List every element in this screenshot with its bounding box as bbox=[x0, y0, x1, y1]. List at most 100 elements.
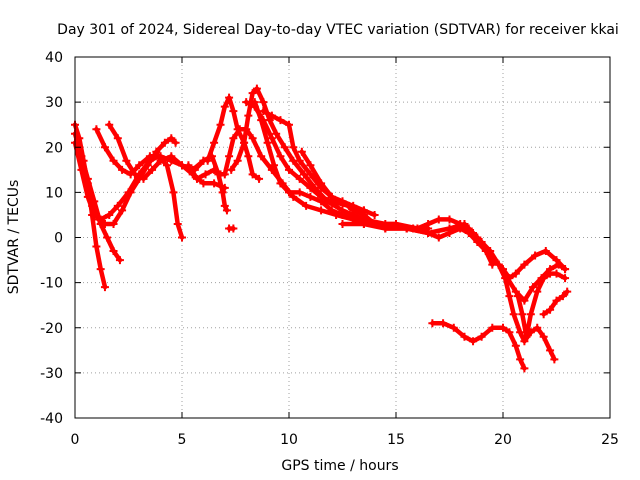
plus-marker bbox=[520, 364, 529, 373]
series-line bbox=[261, 108, 367, 213]
plus-marker bbox=[94, 215, 103, 224]
plus-marker bbox=[505, 292, 514, 301]
plus-marker bbox=[280, 143, 289, 152]
plus-marker bbox=[469, 337, 478, 346]
plus-marker bbox=[460, 332, 469, 341]
series-arc-19 bbox=[428, 319, 529, 373]
plus-marker bbox=[276, 116, 285, 125]
series-arc-14 bbox=[250, 98, 368, 228]
series-arc-9 bbox=[203, 93, 264, 183]
plus-marker bbox=[118, 165, 127, 174]
plus-marker bbox=[516, 355, 525, 364]
series-arc-10 bbox=[227, 84, 433, 233]
plus-marker bbox=[469, 228, 478, 237]
plus-marker bbox=[460, 219, 469, 228]
plus-marker bbox=[554, 260, 563, 269]
plus-marker bbox=[248, 134, 257, 143]
plus-marker bbox=[349, 206, 358, 215]
plus-marker bbox=[122, 156, 131, 165]
plus-marker bbox=[242, 98, 251, 107]
plus-marker bbox=[520, 337, 529, 346]
series-arc-13 bbox=[297, 147, 379, 228]
plus-marker bbox=[511, 269, 520, 278]
plus-marker bbox=[143, 161, 152, 170]
plus-marker bbox=[552, 296, 561, 305]
plus-marker bbox=[561, 265, 570, 274]
plus-marker bbox=[92, 242, 101, 251]
plus-marker bbox=[402, 224, 411, 233]
plus-marker bbox=[531, 251, 540, 260]
plus-marker bbox=[505, 328, 514, 337]
plus-marker bbox=[285, 188, 293, 197]
y-tick-label: 30 bbox=[45, 95, 63, 111]
series-arc-20 bbox=[494, 260, 559, 364]
x-tick-label: 10 bbox=[280, 432, 298, 448]
plus-marker bbox=[550, 355, 559, 364]
plus-marker bbox=[214, 170, 223, 179]
plus-marker bbox=[295, 188, 304, 197]
plus-marker bbox=[516, 328, 525, 337]
plus-marker bbox=[359, 210, 368, 219]
plus-marker bbox=[306, 183, 315, 192]
plus-marker bbox=[160, 138, 169, 147]
data-series-group bbox=[71, 84, 572, 373]
plus-marker bbox=[327, 206, 336, 215]
y-tick-label: 40 bbox=[45, 50, 63, 66]
plus-marker bbox=[229, 107, 238, 116]
plus-marker bbox=[539, 310, 548, 319]
plus-marker bbox=[317, 179, 326, 188]
plus-marker bbox=[222, 206, 231, 215]
plus-marker bbox=[145, 152, 154, 161]
plus-marker bbox=[81, 174, 90, 183]
plus-marker bbox=[109, 247, 118, 256]
plus-marker bbox=[229, 224, 238, 233]
series-arc-17 bbox=[370, 215, 570, 283]
plus-marker bbox=[115, 256, 124, 265]
plus-marker bbox=[267, 134, 276, 143]
plus-marker bbox=[494, 260, 503, 269]
plus-marker bbox=[276, 179, 285, 188]
plus-marker bbox=[272, 129, 281, 138]
plus-marker bbox=[317, 206, 326, 215]
plus-marker bbox=[210, 138, 219, 147]
plus-marker bbox=[252, 84, 261, 93]
plus-marker bbox=[259, 98, 268, 107]
plus-marker bbox=[135, 161, 144, 170]
plus-marker bbox=[488, 323, 497, 332]
plus-marker bbox=[552, 269, 561, 278]
series-arc-21 bbox=[513, 269, 570, 341]
plus-marker bbox=[445, 224, 454, 233]
axis-ticks: 0 5 10 15 20 25 -40 -30 -20 -10 0 10 20 30 40 bbox=[40, 50, 619, 448]
series-arc-22 bbox=[539, 287, 572, 319]
plus-marker bbox=[184, 161, 193, 170]
y-tick-label: 0 bbox=[54, 231, 63, 247]
plus-marker bbox=[244, 111, 253, 120]
x-tick-label: 5 bbox=[178, 432, 187, 448]
plus-marker bbox=[96, 265, 105, 274]
plus-marker bbox=[203, 156, 212, 165]
plus-marker bbox=[295, 156, 304, 165]
plus-marker bbox=[513, 292, 522, 301]
plus-marker bbox=[199, 179, 208, 188]
plus-marker bbox=[100, 143, 109, 152]
y-axis-label: SDTVAR / TECUs bbox=[6, 180, 22, 295]
plus-marker bbox=[558, 292, 567, 301]
plus-marker bbox=[285, 165, 293, 174]
x-tick-label: 15 bbox=[387, 432, 405, 448]
series-line bbox=[77, 135, 178, 227]
plus-marker bbox=[381, 224, 390, 233]
plus-marker bbox=[520, 260, 529, 269]
plus-marker bbox=[424, 228, 433, 237]
plus-marker bbox=[201, 170, 210, 179]
plus-marker bbox=[289, 143, 298, 152]
plus-marker bbox=[511, 287, 520, 296]
plus-marker bbox=[434, 233, 443, 242]
plus-marker bbox=[539, 274, 548, 283]
plus-marker bbox=[130, 170, 139, 179]
plus-marker bbox=[257, 116, 266, 125]
plus-marker bbox=[477, 238, 486, 247]
plus-marker bbox=[486, 247, 495, 256]
plus-marker bbox=[259, 107, 268, 116]
x-tick-label: 0 bbox=[71, 432, 80, 448]
plus-marker bbox=[561, 274, 570, 283]
